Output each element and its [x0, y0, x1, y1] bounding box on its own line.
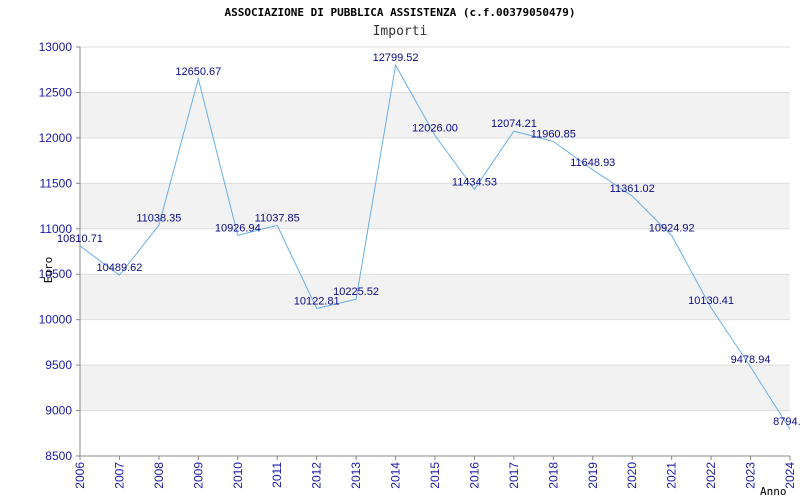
- x-tick-label: 2022: [704, 462, 718, 489]
- grid-band: [80, 92, 790, 138]
- data-label: 10130.41: [688, 295, 734, 307]
- y-axis-ticks: 8500 9000 9500 10000 10500 11000 11500 12000 125…: [39, 40, 80, 463]
- grid-band: [80, 274, 790, 320]
- data-label: 10924.92: [649, 223, 695, 235]
- data-label: 11037.85: [255, 212, 300, 224]
- data-label: 10926.94: [215, 222, 261, 234]
- x-axis-label: Anno: [760, 485, 787, 498]
- data-label: 10810.71: [57, 233, 103, 245]
- data-label: 10225.52: [333, 286, 379, 298]
- x-tick-label: 2019: [586, 462, 600, 489]
- x-tick-label: 2006: [73, 462, 87, 489]
- y-tick-label: 11000: [40, 222, 73, 236]
- x-tick-label: 2008: [152, 462, 166, 489]
- x-tick-label: 2017: [507, 462, 521, 489]
- y-tick-label: 9000: [45, 404, 72, 418]
- x-tick-label: 2016: [467, 462, 481, 489]
- x-tick-label: 2007: [112, 462, 126, 489]
- x-tick-label: 2009: [191, 462, 205, 489]
- grid-band: [80, 365, 790, 411]
- chart-subtitle: Importi: [372, 24, 428, 39]
- y-axis-label: Euro: [42, 257, 55, 284]
- data-label: 11960.85: [531, 128, 576, 140]
- x-tick-label: 2011: [270, 462, 284, 488]
- x-tick-label: 2014: [389, 462, 403, 489]
- data-label: 9478.94: [731, 354, 771, 366]
- x-tick-label: 2021: [665, 462, 679, 489]
- data-label: 10122.81: [294, 296, 340, 308]
- x-axis-ticks: 2006 2007 2008 2009 2010 2011 2012 2013 2014 2015…: [73, 456, 797, 489]
- data-label: 11038.35: [136, 212, 181, 224]
- data-label: 12074.21: [491, 118, 537, 130]
- y-tick-label: 12000: [39, 131, 73, 145]
- series-line-group: [79, 63, 791, 430]
- data-label: 11361.02: [610, 183, 655, 195]
- data-label: 10489.62: [96, 262, 142, 274]
- grid-bands: [80, 92, 790, 411]
- x-tick-label: 2013: [349, 462, 363, 489]
- x-tick-label: 2015: [428, 462, 442, 489]
- chart-title: ASSOCIAZIONE DI PUBBLICA ASSISTENZA (c.f…: [224, 6, 576, 19]
- data-label: 12799.52: [373, 52, 419, 64]
- data-label: 12026.00: [412, 123, 458, 135]
- data-label: 8794.7: [773, 416, 800, 428]
- y-tick-label: 13000: [39, 40, 73, 54]
- x-tick-label: 2010: [231, 462, 245, 489]
- data-label: 12650.67: [175, 66, 221, 78]
- x-tick-label: 2020: [625, 462, 639, 489]
- grid-band: [80, 183, 790, 229]
- y-tick-label: 12500: [39, 85, 73, 99]
- data-label: 11648.93: [570, 157, 615, 169]
- y-tick-label: 11500: [40, 176, 73, 190]
- x-tick-label: 2012: [310, 462, 324, 489]
- y-tick-label: 10000: [39, 313, 73, 327]
- series-line: [79, 63, 791, 430]
- x-tick-label: 2024: [783, 462, 797, 489]
- x-tick-label: 2018: [546, 462, 560, 489]
- data-labels: 10810.71 10489.62 11038.35 12650.67 10926.94…: [57, 52, 800, 428]
- y-tick-label: 9500: [45, 358, 72, 372]
- data-label: 11434.53: [452, 176, 497, 188]
- y-tick-label: 8500: [45, 449, 72, 463]
- y-tick-label: 10500: [39, 267, 73, 281]
- x-tick-label: 2023: [744, 462, 758, 489]
